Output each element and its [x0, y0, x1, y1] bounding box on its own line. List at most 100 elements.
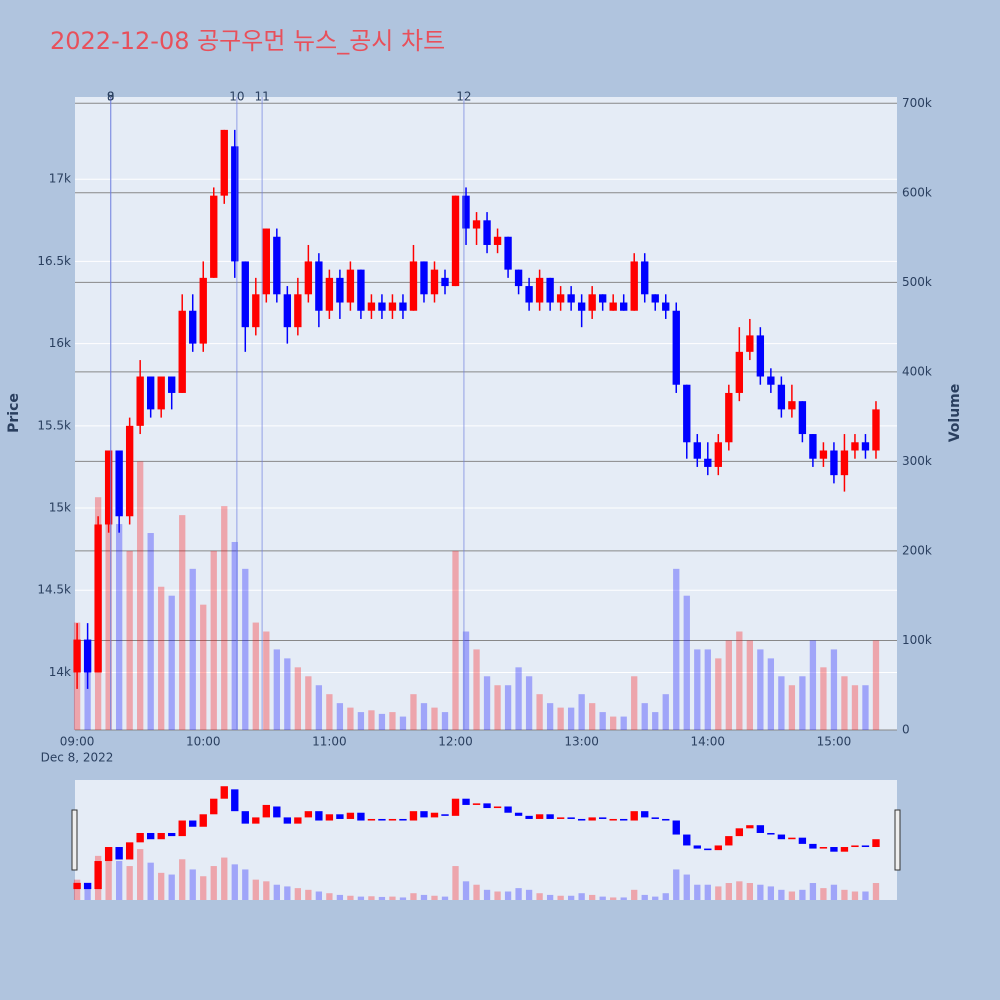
mini-candle-body — [388, 818, 397, 821]
mini-candle-body — [73, 882, 81, 890]
mini-candle-body — [451, 798, 460, 816]
volume-bar — [610, 716, 617, 730]
volume-bar — [273, 649, 280, 730]
y-tick-label: 15k — [49, 501, 71, 515]
mini-candle-body — [598, 817, 607, 819]
candle-body — [294, 294, 302, 328]
mini-volume-bar — [788, 891, 796, 900]
candle-body — [546, 277, 554, 303]
volume-bar — [715, 658, 722, 730]
range-handle-right[interactable] — [894, 809, 901, 871]
y-tick-label: 17k — [49, 172, 71, 186]
y2-tick-label: 400k — [902, 364, 932, 378]
mini-candle-body — [378, 818, 386, 821]
mini-candle-body — [567, 817, 575, 819]
mini-candle-body — [830, 847, 838, 852]
candle-body — [756, 335, 765, 377]
candle-body — [104, 450, 113, 525]
mini-candle-body — [115, 847, 123, 860]
candle-body — [798, 401, 807, 435]
candle-body — [493, 236, 502, 245]
volume-bar — [420, 703, 428, 730]
mini-candle-body — [294, 817, 302, 824]
candle-body — [83, 639, 92, 673]
mini-volume-bar — [368, 896, 375, 900]
mini-candle-body — [756, 825, 765, 833]
volume-bar — [631, 676, 638, 730]
mini-volume-bar — [315, 891, 323, 900]
mini-volume-bar — [851, 891, 859, 900]
mini-candle-body — [735, 828, 744, 837]
mini-volume-bar — [263, 881, 270, 900]
candle-body — [262, 228, 270, 295]
mini-volume-bar — [557, 895, 564, 900]
mini-candle-body — [441, 814, 449, 816]
mini-candle-body — [231, 789, 239, 812]
y2-tick-label: 100k — [902, 633, 932, 647]
mini-candle-body — [746, 825, 754, 829]
volume-bar — [410, 694, 417, 730]
mini-volume-bar — [336, 894, 344, 900]
mini-candle-body — [472, 803, 481, 805]
mini-volume-bar — [294, 888, 301, 900]
mini-volume-bar — [536, 893, 543, 900]
volume-bar — [567, 707, 575, 730]
range-handle-left[interactable] — [71, 809, 78, 871]
mini-volume-bar — [599, 896, 606, 900]
mini-volume-bar — [683, 874, 690, 900]
mini-volume-bar — [704, 884, 711, 900]
x-date-label: Dec 8, 2022 — [41, 751, 114, 765]
volume-bar — [862, 685, 869, 730]
range-slider[interactable] — [75, 780, 897, 900]
candle-body — [73, 639, 81, 673]
candle-body — [577, 302, 586, 311]
candle-body — [777, 384, 786, 410]
mini-volume-bar — [179, 859, 186, 900]
mini-volume-bar — [589, 894, 596, 900]
volume-bar — [599, 712, 606, 730]
candle-body — [746, 335, 754, 352]
candle-body — [399, 302, 407, 311]
y-axis-title: Price — [6, 393, 22, 433]
mini-volume-bar — [115, 860, 123, 900]
mini-volume-bar — [694, 884, 701, 900]
mini-candle-body — [641, 811, 649, 818]
volume-bar — [452, 550, 459, 730]
candle-body — [409, 261, 418, 311]
mini-candle-body — [693, 845, 701, 849]
candle-body — [378, 302, 386, 311]
mini-candle-body — [777, 834, 786, 840]
mini-candle-body — [535, 814, 544, 819]
mini-candle-body — [304, 811, 313, 818]
mini-volume-bar — [168, 874, 175, 900]
volume-bar — [536, 694, 543, 730]
mini-volume-bar — [778, 889, 785, 900]
volume-bar — [767, 658, 775, 730]
volume-bar — [158, 586, 165, 730]
x-tick-label: 09:00 — [60, 735, 95, 749]
mini-volume-bar — [357, 896, 365, 900]
mini-candle-body — [788, 837, 796, 840]
volume-bar — [336, 703, 344, 730]
mini-volume-bar — [746, 883, 753, 900]
candle-body — [315, 261, 323, 311]
volume-bar — [189, 568, 196, 730]
mini-volume-bar — [872, 883, 880, 900]
volume-bar — [263, 631, 270, 730]
mini-candle-body — [851, 845, 859, 848]
mini-volume-bar — [736, 881, 743, 900]
mini-volume-bar — [84, 884, 91, 900]
volume-bar — [673, 568, 680, 730]
candle-body — [199, 277, 207, 344]
volume-bar — [137, 461, 144, 730]
candle-body — [147, 376, 155, 410]
volume-bar — [525, 676, 533, 730]
candle-body — [504, 236, 512, 270]
mini-candle-body — [798, 837, 807, 844]
volume-bar — [389, 712, 396, 730]
mini-volume-bar — [862, 891, 869, 900]
y2-tick-label: 600k — [902, 185, 932, 199]
candle-body — [336, 277, 344, 303]
candle-body — [830, 450, 838, 476]
mini-candle-body — [430, 812, 439, 818]
